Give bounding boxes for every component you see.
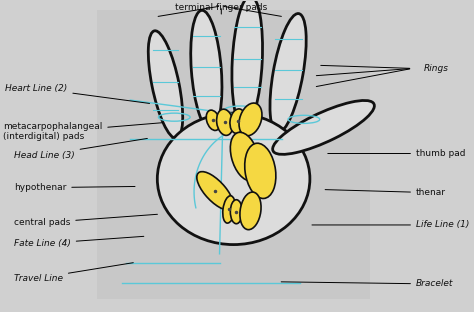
Text: metacarpophalangeal
(interdigital) pads: metacarpophalangeal (interdigital) pads	[3, 122, 163, 141]
Ellipse shape	[240, 192, 261, 230]
Text: thumb pad: thumb pad	[328, 149, 465, 158]
Ellipse shape	[148, 31, 182, 138]
Ellipse shape	[223, 196, 235, 223]
Ellipse shape	[230, 132, 260, 181]
Ellipse shape	[273, 100, 374, 154]
Text: Heart Line (2): Heart Line (2)	[5, 84, 150, 104]
Ellipse shape	[191, 10, 222, 130]
Text: terminal finger pads: terminal finger pads	[175, 3, 267, 12]
Text: Fate Line (4): Fate Line (4)	[14, 236, 144, 248]
Ellipse shape	[206, 110, 220, 130]
Text: Rings: Rings	[423, 64, 448, 73]
Ellipse shape	[157, 113, 310, 245]
Text: Travel Line: Travel Line	[14, 263, 133, 283]
Ellipse shape	[217, 109, 233, 135]
Ellipse shape	[232, 0, 263, 127]
Text: Life Line (1): Life Line (1)	[312, 221, 469, 229]
Text: hypothenar: hypothenar	[14, 183, 135, 192]
Ellipse shape	[245, 143, 276, 198]
Text: thenar: thenar	[325, 188, 446, 197]
Ellipse shape	[270, 13, 306, 133]
Text: Head Line (3): Head Line (3)	[14, 139, 147, 159]
Ellipse shape	[230, 109, 246, 134]
Text: central pads: central pads	[14, 214, 157, 227]
Ellipse shape	[197, 172, 233, 210]
Bar	[97, 10, 370, 299]
Ellipse shape	[239, 103, 262, 136]
Ellipse shape	[230, 200, 242, 224]
Text: Bracelet: Bracelet	[281, 280, 453, 289]
